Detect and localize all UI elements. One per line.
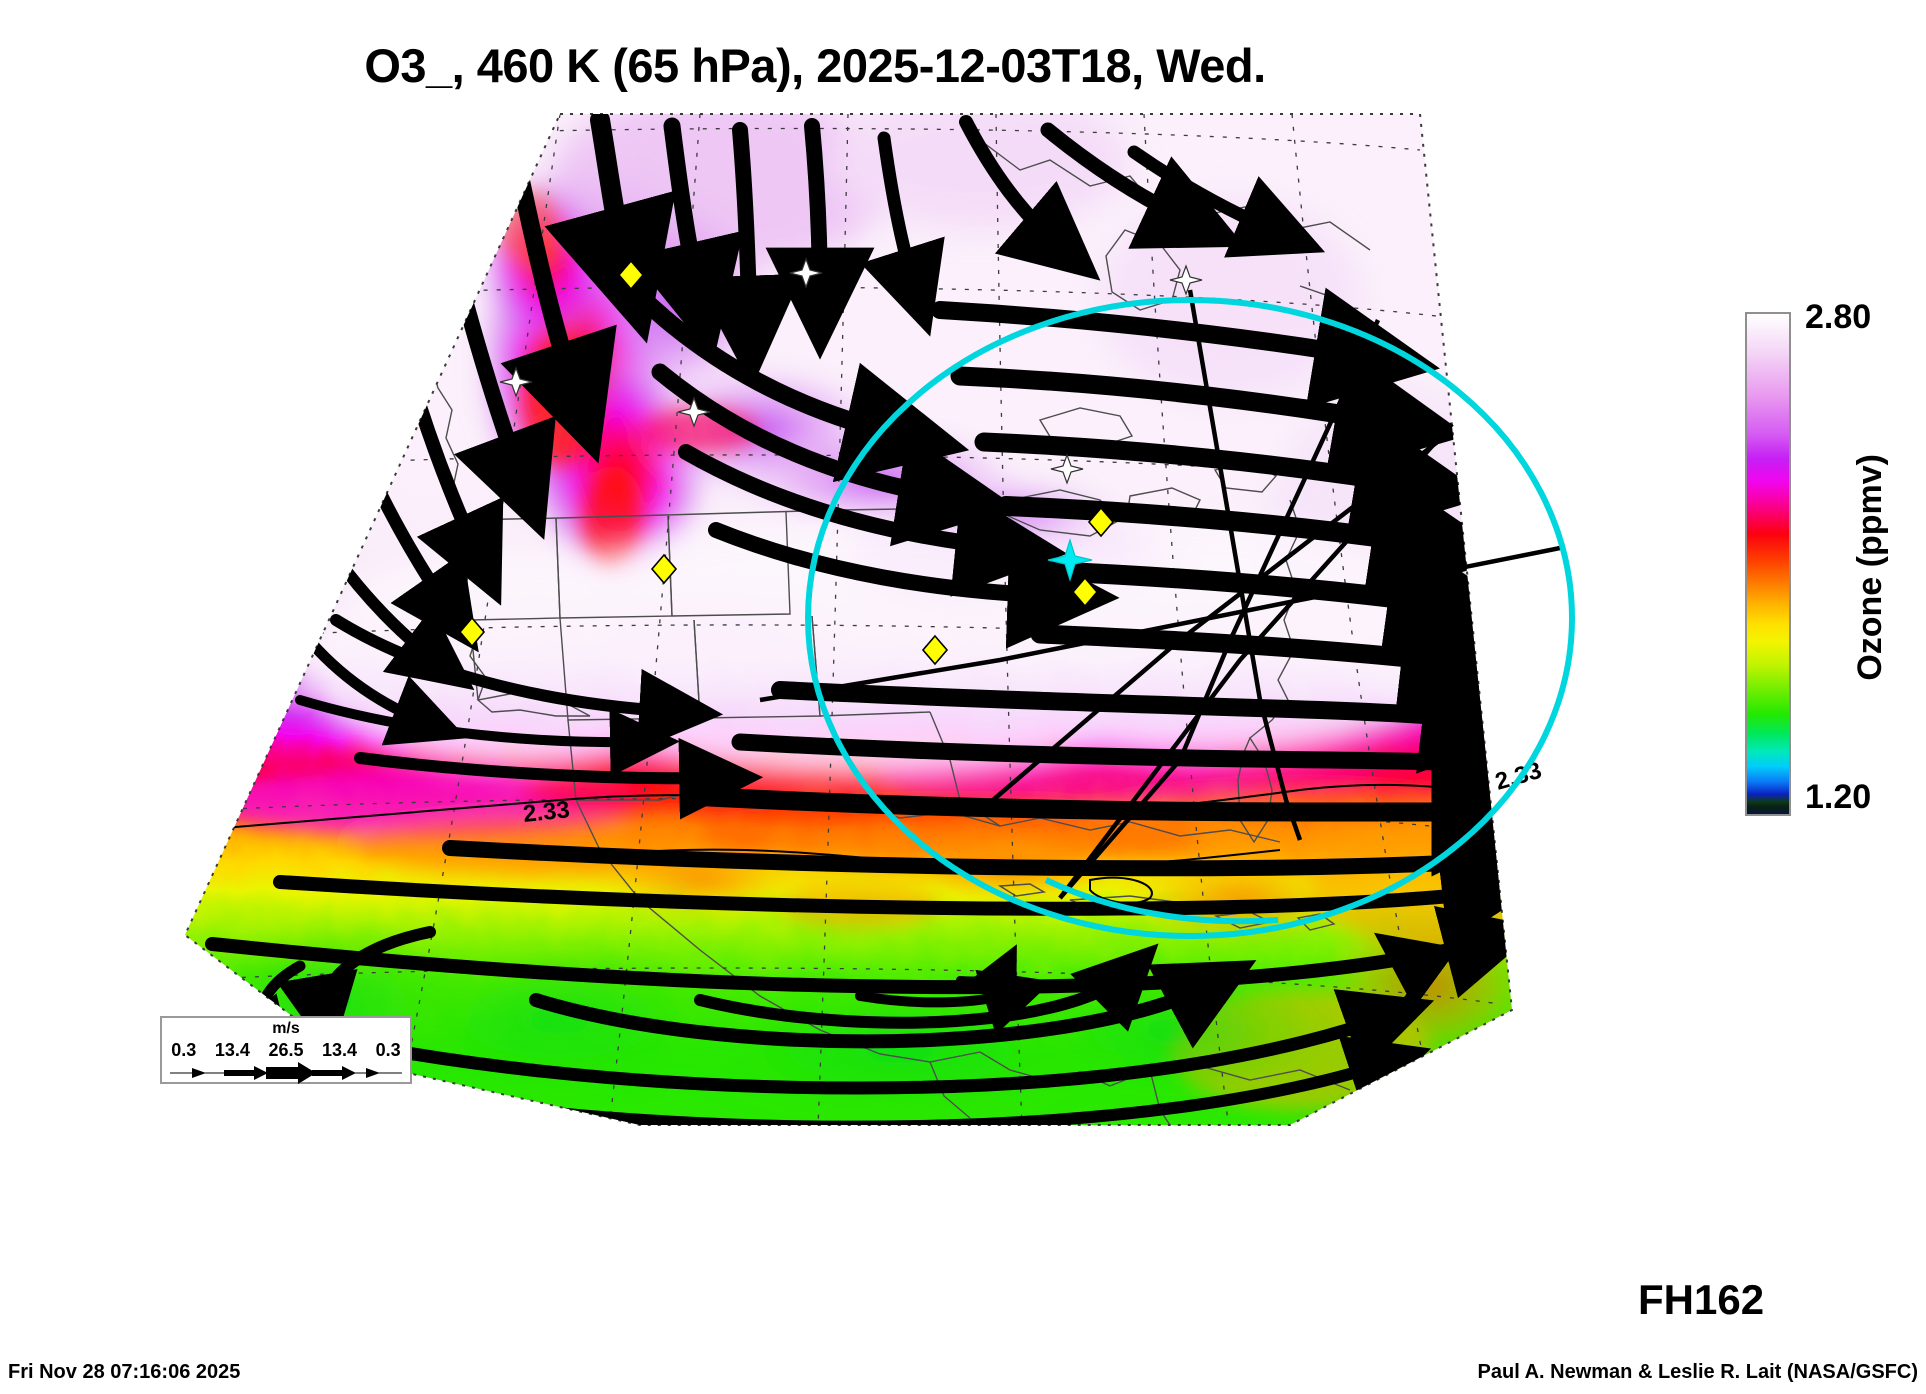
star-outline-icon[interactable] <box>1050 453 1084 485</box>
wind-speed-legend: m/s 0.3 13.4 26.5 13.4 0.3 <box>160 1016 412 1084</box>
map-boundary <box>183 113 1514 1126</box>
diamond-marker[interactable] <box>617 259 645 291</box>
secondary-site-star-group <box>499 257 1203 485</box>
star-icon <box>1047 537 1093 583</box>
wind-legend-units: m/s <box>272 1020 300 1037</box>
diamond-marker[interactable] <box>1087 506 1115 538</box>
wind-legend-ticks: 0.3 13.4 26.5 13.4 0.3 <box>162 1040 410 1061</box>
contour-label: 2.33 <box>522 796 571 828</box>
wind-tick: 0.3 <box>375 1040 401 1060</box>
ozone-map-canvas: 2.33 2.33 <box>183 113 1575 1126</box>
star-outline-icon[interactable] <box>789 257 823 289</box>
primary-site-star[interactable] <box>1047 537 1093 583</box>
star-outline-icon[interactable] <box>499 366 533 398</box>
flight-track-lines <box>759 289 1561 900</box>
colorbar: 2.80 1.20 Ozone (ppmv) <box>1745 298 1925 822</box>
wind-tick: 13.4 <box>322 1040 358 1060</box>
colorbar-axis-title: Ozone (ppmv) <box>1851 454 1889 681</box>
colorbar-max-label: 2.80 <box>1805 298 1872 336</box>
wind-tick: 26.5 <box>268 1040 304 1060</box>
page-title: O3_, 460 K (65 hPa), 2025-12-03T18, Wed. <box>364 39 1266 92</box>
range-ring-segment <box>1044 877 1279 925</box>
star-outline-icon[interactable] <box>1169 264 1203 296</box>
map-figure: 2.33 2.33 <box>183 113 1575 1126</box>
diamond-marker[interactable] <box>1071 576 1099 608</box>
star-outline-icon[interactable] <box>677 396 711 428</box>
wind-tick: 13.4 <box>214 1040 250 1060</box>
author-credit: Paul A. Newman & Leslie R. Lait (NASA/GS… <box>1477 1361 1918 1383</box>
generation-timestamp: Fri Nov 28 07:16:06 2025 <box>8 1361 241 1383</box>
wind-legend-arrow-scale <box>170 1062 402 1084</box>
colorbar-min-label: 1.20 <box>1805 778 1872 816</box>
diamond-marker[interactable] <box>458 616 486 648</box>
diamond-marker[interactable] <box>650 553 678 585</box>
site-marker-group <box>458 259 1115 666</box>
wind-streamlines <box>205 114 1512 1125</box>
diamond-marker[interactable] <box>921 634 949 666</box>
forecast-hour-label: FH162 <box>1638 1276 1765 1323</box>
colorbar-gradient <box>1745 312 1791 816</box>
range-ring-circle <box>805 297 1575 939</box>
wind-tick: 0.3 <box>171 1040 197 1060</box>
